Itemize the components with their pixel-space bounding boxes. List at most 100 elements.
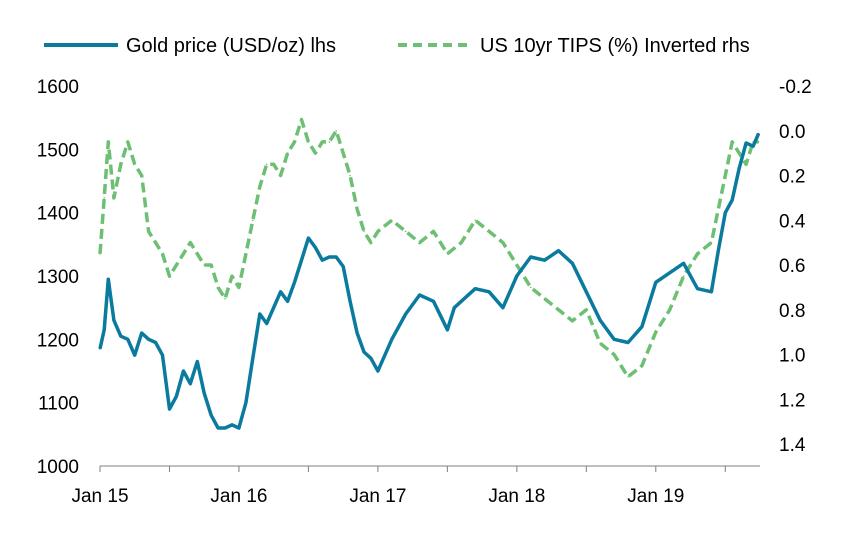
tips-data-point (585, 309, 588, 311)
y-left-tick-label: 1600 (37, 77, 79, 98)
tips-data-point (335, 130, 338, 132)
gold-data-point (557, 249, 560, 252)
legend-label-gold: Gold price (USD/oz) lhs (126, 35, 336, 57)
x-tick-label: Jan 17 (349, 486, 406, 507)
y-left-tick-label: 1400 (37, 204, 79, 225)
tips-data-point (377, 230, 379, 233)
y-left-tick-label: 1000 (37, 457, 79, 478)
gold-data-point (349, 300, 351, 303)
gold-data-point (279, 291, 282, 293)
tips-data-point (293, 141, 296, 143)
tips-data-point (418, 241, 421, 244)
tips-data-point (342, 152, 345, 154)
gold-data-point (696, 287, 699, 290)
gold-data-point (342, 265, 345, 268)
y-left-tick-label: 1500 (37, 140, 79, 161)
tips-data-point (745, 163, 747, 166)
gold-data-point (682, 262, 685, 265)
y-right-tick-label: 0.0 (779, 122, 805, 143)
tips-data-point (238, 286, 240, 289)
gold-data-point (757, 132, 760, 135)
legend-label-tips: US 10yr TIPS (%) Inverted rhs (480, 35, 750, 57)
tips-data-point (757, 141, 760, 143)
gold-data-point (161, 354, 164, 357)
gold-data-point (321, 259, 324, 262)
gold-data-point (516, 275, 518, 277)
y-right-tick-label: 0.2 (779, 167, 805, 188)
gold-data-point (655, 281, 657, 284)
y-right-tick-label: 0.6 (779, 256, 805, 277)
gold-data-point (668, 272, 671, 274)
tips-data-point (103, 197, 105, 199)
tips-data-point (279, 174, 282, 177)
tips-data-point (314, 152, 317, 154)
gold-data-point (196, 360, 199, 363)
tips-data-point (682, 275, 685, 278)
gold-data-point (328, 256, 331, 258)
tips-data-point (731, 141, 733, 143)
gold-data-point (203, 392, 205, 395)
gold-data-point (300, 259, 303, 262)
tips-data-point (265, 163, 268, 166)
gold-data-point (391, 338, 393, 341)
gold-data-point (585, 291, 588, 293)
gold-data-point (259, 313, 261, 315)
gold-data-point (731, 199, 733, 201)
tips-data-point (460, 241, 463, 244)
tips-data-point (286, 152, 289, 154)
tips-data-point (259, 185, 261, 188)
tips-data-point (127, 141, 129, 143)
gold-data-point (418, 294, 421, 296)
tips-data-point (502, 241, 504, 244)
tips-data-point (120, 163, 122, 166)
gold-data-point (147, 338, 150, 341)
tips-data-point (189, 241, 192, 244)
tips-data-point (404, 230, 407, 233)
y-right-tick-label: 0.8 (779, 301, 805, 322)
tips-data-point (113, 197, 115, 199)
series-layer (98, 117, 761, 430)
gold-data-point (182, 370, 185, 372)
tips-data-point (217, 286, 219, 289)
y-left-tick-label: 1300 (37, 267, 79, 288)
y-right-tick-label: 1.4 (779, 435, 806, 456)
gold-data-point (627, 341, 629, 344)
series-line-tips (98, 117, 759, 379)
gold-data-point (460, 300, 463, 303)
gold-data-point (432, 300, 435, 303)
gold-data-point (752, 145, 754, 147)
tips-data-point (133, 163, 136, 166)
gold-data-point (265, 322, 268, 325)
gold-data-point (502, 306, 504, 309)
tips-data-point (696, 253, 699, 255)
gold-data-point (453, 306, 456, 309)
tips-data-point (161, 253, 164, 255)
tips-data-point (168, 275, 171, 278)
y-right-tick-label: 0.4 (779, 211, 806, 232)
gold-data-point (335, 256, 338, 258)
gold-data-point (446, 329, 449, 331)
gold-data-point (599, 319, 601, 322)
tips-data-point (224, 297, 226, 300)
tips-data-point (599, 342, 601, 345)
gold-data-point (529, 256, 532, 258)
tips-data-point (370, 241, 372, 244)
gold-data-point (189, 382, 192, 385)
tips-data-point (307, 141, 310, 143)
tips-data-point (272, 163, 275, 166)
gold-data-point (724, 211, 727, 214)
gold-data-point (210, 414, 212, 417)
y-left-tick-label: 1100 (38, 394, 79, 415)
tips-data-point (724, 174, 727, 177)
gold-data-point (356, 332, 358, 334)
gold-data-point (613, 338, 615, 341)
legend: Gold price (USD/oz) lhs US 10yr TIPS (%)… (44, 35, 750, 57)
tips-data-point (182, 253, 185, 255)
tips-data-point (349, 174, 351, 177)
tips-data-point (245, 253, 247, 255)
gold-data-point (99, 348, 101, 350)
tips-data-point (154, 241, 157, 244)
gold-data-point (127, 338, 129, 341)
